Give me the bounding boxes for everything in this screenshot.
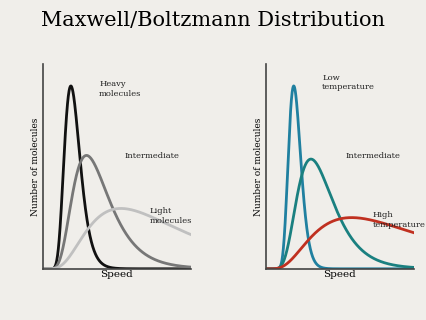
Text: Low
temperature: Low temperature bbox=[321, 74, 374, 92]
Text: Heavy
molecules: Heavy molecules bbox=[99, 80, 141, 98]
Text: High
temperature: High temperature bbox=[372, 212, 424, 229]
Text: Intermediate: Intermediate bbox=[124, 152, 179, 160]
Text: Light
molecules: Light molecules bbox=[150, 207, 192, 225]
Y-axis label: Number of molecules: Number of molecules bbox=[31, 117, 40, 216]
Text: Maxwell/Boltzmann Distribution: Maxwell/Boltzmann Distribution bbox=[41, 11, 385, 30]
Text: Intermediate: Intermediate bbox=[345, 152, 400, 160]
X-axis label: Speed: Speed bbox=[323, 270, 355, 279]
Y-axis label: Number of molecules: Number of molecules bbox=[253, 117, 262, 216]
X-axis label: Speed: Speed bbox=[101, 270, 133, 279]
